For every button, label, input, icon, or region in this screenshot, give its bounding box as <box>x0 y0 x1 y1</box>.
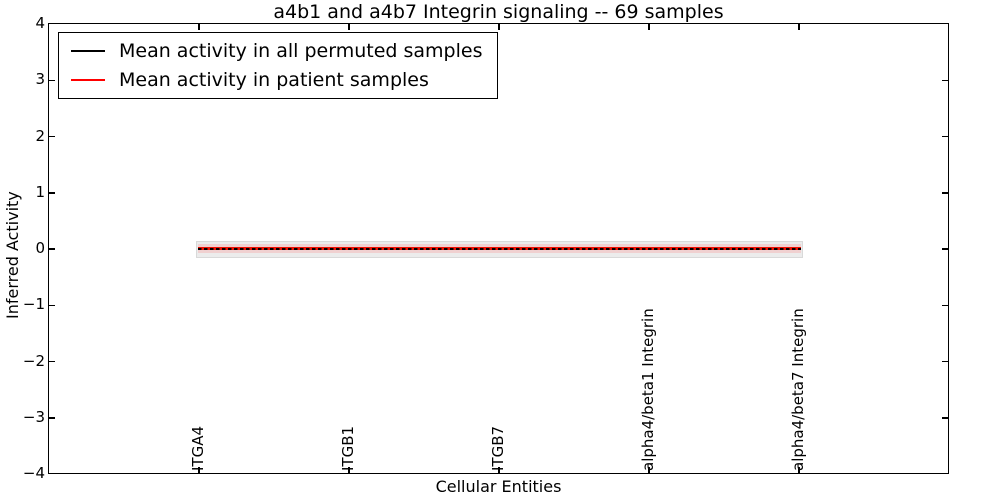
y-tick-label: −1 <box>22 295 45 314</box>
legend-row: Mean activity in all permuted samples <box>59 40 497 62</box>
x-tick-mark <box>798 467 800 473</box>
y-tick-mark <box>942 304 948 306</box>
x-tick-mark <box>348 467 350 473</box>
y-tick-mark <box>49 248 55 250</box>
y-tick-mark <box>942 417 948 419</box>
chart-title: a4b1 and a4b7 Integrin signaling -- 69 s… <box>273 1 724 23</box>
y-tick-mark <box>49 192 55 194</box>
x-tick-label: ITGB1 <box>339 425 357 471</box>
y-tick-mark <box>49 135 55 138</box>
y-tick-mark <box>942 192 948 194</box>
y-tick-label: −2 <box>22 351 45 370</box>
x-tick-mark <box>648 24 650 30</box>
permuted-mean-line <box>198 248 801 250</box>
y-tick-label: 4 <box>35 14 45 32</box>
x-tick-mark <box>198 467 200 473</box>
y-tick-mark <box>942 360 948 363</box>
y-tick-mark <box>942 248 948 250</box>
x-tick-mark <box>348 24 350 30</box>
legend-label: Mean activity in all permuted samples <box>119 40 483 62</box>
y-tick-label: 1 <box>35 182 45 201</box>
y-tick-label: 0 <box>35 239 45 257</box>
legend-label: Mean activity in patient samples <box>119 69 429 91</box>
x-tick-mark <box>198 24 200 30</box>
x-tick-label: ITGA4 <box>189 425 207 471</box>
y-tick-mark <box>49 79 55 81</box>
plot-area <box>48 23 949 474</box>
x-tick-mark <box>648 467 650 473</box>
y-tick-label: −3 <box>22 407 45 426</box>
y-tick-label: −4 <box>22 464 45 482</box>
x-tick-mark <box>498 467 500 473</box>
y-tick-mark <box>942 79 948 81</box>
x-tick-label: ITGB7 <box>489 425 507 471</box>
y-tick-mark <box>49 360 55 363</box>
x-axis-label: Cellular Entities <box>435 477 562 496</box>
y-tick-mark <box>49 417 55 419</box>
y-tick-mark <box>942 135 948 138</box>
x-tick-mark <box>798 24 800 30</box>
x-tick-label: alpha4/beta1 Integrin <box>639 308 657 471</box>
y-tick-mark <box>49 304 55 306</box>
legend-box: Mean activity in all permuted samples Mea… <box>58 32 498 99</box>
x-tick-mark <box>498 24 500 30</box>
legend-row: Mean activity in patient samples <box>59 69 497 91</box>
y-tick-label: 3 <box>35 70 45 89</box>
y-tick-label: 2 <box>35 126 45 145</box>
legend-line-sample <box>71 78 105 82</box>
x-tick-label: alpha4/beta7 Integrin <box>789 308 807 471</box>
legend-line-sample <box>71 49 105 53</box>
